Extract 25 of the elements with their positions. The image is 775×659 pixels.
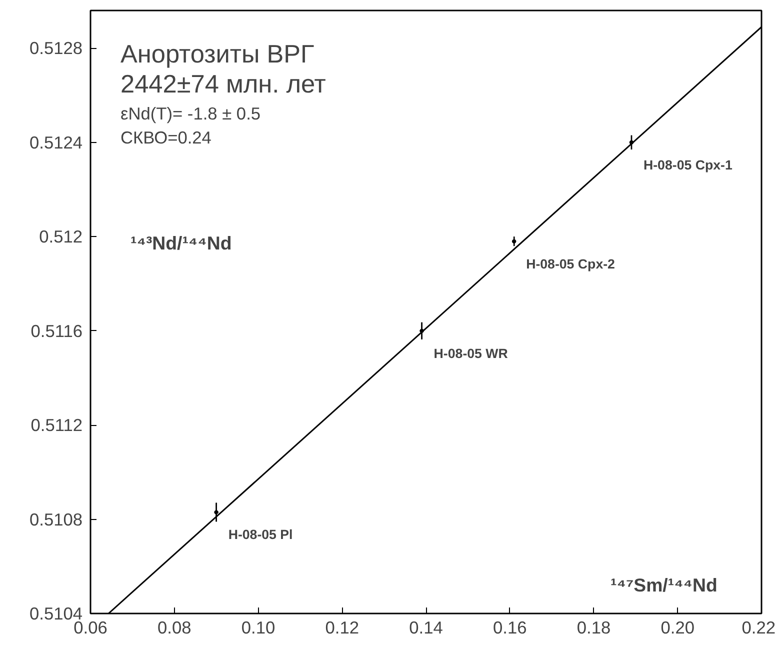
x-axis-title: ¹⁴⁷Sm/¹⁴⁴Nd [610, 574, 718, 596]
x-tick-label: 0.16 [493, 618, 527, 638]
annotation: H-08-05 Cpx-2 [526, 256, 615, 272]
annotation: εNd(T)= -1.8 ± 0.5 [120, 104, 261, 124]
x-tick-label: 0.06 [74, 618, 108, 638]
annotation: СКВО=0.24 [120, 128, 212, 148]
x-tick-label: 0.18 [576, 618, 611, 638]
x-tick-label: 0.12 [325, 618, 359, 638]
y-tick-label: 0.5112 [30, 415, 83, 436]
y-tick-label: 0.5108 [30, 509, 82, 530]
annotation: H-08-05 Cpx-1 [643, 157, 733, 172]
y-tick-label: 0.5116 [30, 320, 83, 341]
y-axis-title: ¹⁴³Nd/¹⁴⁴Nd [130, 232, 232, 254]
x-tick-label: 0.20 [660, 618, 694, 638]
x-tick-label: 0.10 [241, 618, 276, 638]
y-tick-label: 0.5124 [30, 132, 83, 152]
annotation: H-08-05 WR [434, 346, 508, 361]
text: 2442±74 млн. лет [120, 70, 326, 98]
x-tick-label: 0.22 [742, 618, 775, 638]
x-tick-label: 0.08 [158, 618, 192, 638]
annotation: H-08-05 Pl [228, 527, 293, 542]
y-tick-label: 0.5128 [30, 38, 82, 58]
x-tick-label: 0.14 [409, 618, 444, 638]
y-tick-label: 0.512 [39, 226, 83, 247]
text: Анортозиты ВРГ [120, 40, 315, 68]
